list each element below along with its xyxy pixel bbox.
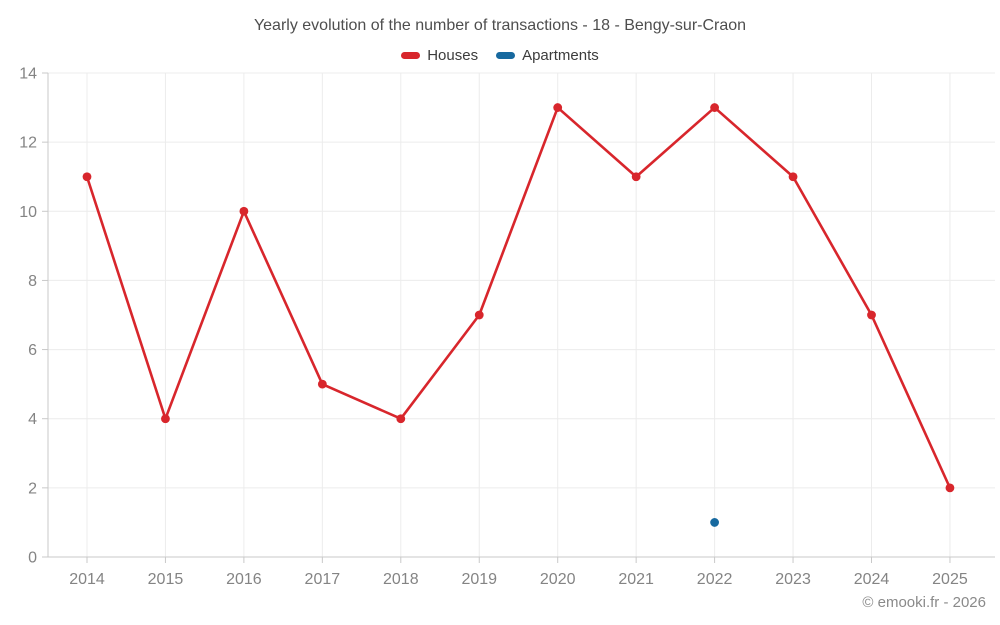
y-axis-tick-label: 0	[28, 550, 37, 567]
data-point-houses-2021[interactable]	[631, 172, 641, 182]
axis-labels: 0 2 4 6 8 10 12 14 2014 2015 2016 2017 2018 2019 2020 2…	[19, 66, 968, 589]
series-houses	[82, 103, 955, 493]
copyright-text: © emooki.fr - 2026	[862, 594, 986, 611]
axes	[42, 72, 995, 563]
x-axis-tick-label: 2023	[775, 571, 811, 588]
legend-item-houses[interactable]: Houses	[401, 47, 478, 64]
data-point-houses-2014[interactable]	[82, 172, 92, 182]
data-point-houses-2019[interactable]	[474, 310, 484, 320]
y-axis-tick-label: 2	[28, 480, 37, 497]
x-axis-tick-label: 2016	[226, 571, 262, 588]
data-point-houses-2015[interactable]	[161, 414, 170, 424]
legend-label-apartments: Apartments	[522, 47, 599, 64]
gridlines	[48, 72, 995, 557]
y-axis-tick-label: 6	[28, 342, 37, 359]
data-point-houses-2025[interactable]	[945, 483, 955, 493]
houses-line	[85, 106, 952, 490]
y-axis-tick-label: 4	[28, 411, 37, 428]
x-axis-tick-label: 2018	[383, 571, 419, 588]
data-point-houses-2022[interactable]	[710, 103, 719, 112]
data-point-houses-2024[interactable]	[867, 310, 876, 320]
x-axis-tick-label: 2021	[618, 571, 654, 588]
y-axis-tick-label: 14	[19, 66, 37, 83]
y-axis-tick-label: 10	[19, 204, 37, 221]
x-axis-tick-label: 2020	[540, 571, 576, 588]
data-point-houses-2016[interactable]	[239, 206, 249, 216]
chart-title: Yearly evolution of the number of transa…	[253, 17, 747, 34]
series-apartments	[710, 518, 719, 527]
x-axis-tick-label: 2014	[69, 571, 105, 588]
data-point-apartments-2022[interactable]	[710, 518, 719, 527]
x-axis-tick-label: 2024	[854, 571, 890, 588]
legend-item-apartments[interactable]: Apartments	[496, 47, 599, 64]
y-axis-tick-label: 8	[28, 273, 37, 290]
data-point-houses-2023[interactable]	[788, 172, 798, 182]
legend-label-houses: Houses	[427, 47, 479, 64]
x-axis-tick-label: 2022	[697, 571, 733, 588]
x-axis-tick-label: 2017	[305, 571, 341, 588]
y-axis-tick-label: 12	[19, 135, 37, 152]
x-axis-tick-label: 2015	[148, 571, 184, 588]
x-axis-tick-label: 2019	[461, 571, 497, 588]
x-axis-tick-label: 2025	[932, 571, 968, 588]
houses-swatch-icon	[401, 52, 421, 59]
apartments-swatch-icon	[496, 52, 516, 59]
data-point-houses-2018[interactable]	[396, 414, 406, 424]
legend: Houses Apartments	[0, 47, 1000, 64]
data-point-houses-2020[interactable]	[553, 103, 563, 112]
data-point-houses-2017[interactable]	[317, 379, 327, 389]
